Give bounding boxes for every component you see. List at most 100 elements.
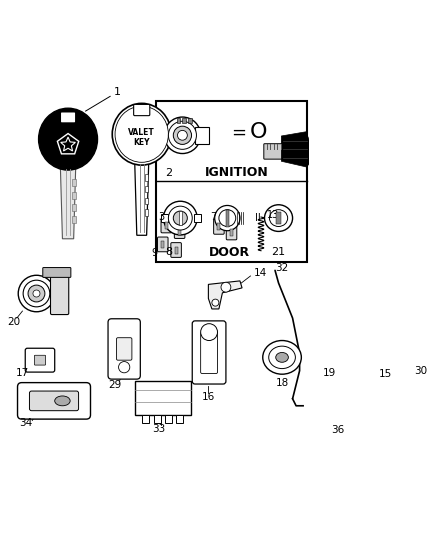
Bar: [230, 229, 233, 236]
Circle shape: [163, 201, 197, 235]
Bar: [178, 228, 181, 235]
Bar: [226, 209, 229, 227]
Circle shape: [168, 206, 192, 230]
Text: 20: 20: [7, 317, 21, 327]
Text: 3: 3: [158, 212, 164, 222]
Bar: [154, 415, 161, 423]
Text: 18: 18: [276, 377, 289, 387]
Text: 33: 33: [152, 424, 166, 434]
Bar: [341, 409, 350, 422]
Text: 8: 8: [165, 247, 172, 257]
Text: 2: 2: [165, 168, 172, 178]
Circle shape: [173, 126, 191, 144]
Circle shape: [177, 131, 187, 140]
Circle shape: [28, 285, 45, 302]
Text: 29: 29: [109, 381, 122, 391]
Ellipse shape: [269, 209, 288, 227]
Bar: [145, 209, 148, 216]
Circle shape: [164, 117, 201, 154]
Bar: [161, 241, 164, 248]
Circle shape: [168, 121, 197, 149]
Text: 32: 32: [276, 263, 289, 272]
Circle shape: [23, 280, 50, 307]
Bar: [188, 118, 191, 123]
Bar: [195, 127, 209, 144]
Bar: [71, 179, 76, 186]
Ellipse shape: [115, 106, 168, 163]
FancyBboxPatch shape: [174, 224, 185, 238]
FancyBboxPatch shape: [34, 356, 46, 365]
FancyBboxPatch shape: [61, 112, 75, 122]
Text: 9: 9: [151, 248, 157, 258]
FancyBboxPatch shape: [158, 237, 168, 252]
Text: 14: 14: [254, 268, 267, 278]
Circle shape: [407, 335, 435, 363]
Bar: [276, 213, 281, 224]
Circle shape: [219, 209, 236, 227]
Bar: [71, 192, 76, 199]
Ellipse shape: [55, 396, 70, 406]
Bar: [145, 198, 148, 204]
FancyBboxPatch shape: [192, 321, 226, 384]
Circle shape: [414, 342, 428, 356]
Bar: [145, 186, 148, 192]
Bar: [176, 415, 183, 423]
Bar: [161, 214, 168, 222]
Polygon shape: [135, 161, 149, 235]
Bar: [327, 409, 336, 422]
Ellipse shape: [39, 108, 98, 170]
FancyBboxPatch shape: [161, 218, 172, 233]
Ellipse shape: [263, 341, 301, 374]
Text: 36: 36: [332, 425, 345, 435]
Bar: [177, 118, 180, 123]
FancyBboxPatch shape: [134, 104, 150, 116]
FancyBboxPatch shape: [18, 383, 91, 419]
FancyBboxPatch shape: [29, 391, 78, 411]
Polygon shape: [281, 132, 316, 167]
Circle shape: [212, 299, 219, 306]
Ellipse shape: [265, 205, 293, 231]
Circle shape: [215, 205, 240, 231]
Circle shape: [18, 275, 55, 312]
FancyBboxPatch shape: [108, 319, 140, 379]
Bar: [135, 381, 191, 415]
Bar: [218, 223, 220, 230]
Text: IGNITION: IGNITION: [205, 166, 268, 179]
Text: O: O: [250, 123, 267, 142]
Circle shape: [221, 282, 231, 292]
Circle shape: [33, 290, 40, 297]
Text: 19: 19: [323, 368, 336, 378]
Bar: [175, 246, 177, 254]
Ellipse shape: [269, 346, 295, 369]
Text: 16: 16: [202, 392, 215, 402]
Polygon shape: [60, 165, 76, 239]
FancyBboxPatch shape: [117, 338, 132, 360]
Circle shape: [331, 392, 345, 407]
Text: VALET
KEY: VALET KEY: [128, 128, 155, 147]
FancyBboxPatch shape: [264, 144, 285, 159]
FancyBboxPatch shape: [226, 225, 237, 240]
FancyBboxPatch shape: [50, 272, 69, 314]
Text: DOOR: DOOR: [209, 246, 250, 259]
Ellipse shape: [112, 103, 171, 165]
FancyBboxPatch shape: [25, 348, 55, 372]
FancyBboxPatch shape: [201, 332, 218, 374]
Bar: [142, 415, 149, 423]
FancyBboxPatch shape: [171, 243, 181, 257]
Text: 17: 17: [16, 368, 29, 378]
Bar: [182, 118, 186, 123]
Bar: [71, 216, 76, 223]
Text: 1: 1: [114, 87, 120, 97]
Ellipse shape: [276, 352, 288, 362]
Bar: [156, 101, 307, 262]
Text: 7: 7: [210, 212, 216, 222]
FancyBboxPatch shape: [214, 220, 224, 234]
Bar: [179, 211, 182, 225]
Bar: [165, 415, 172, 423]
Bar: [165, 222, 168, 229]
Text: 21: 21: [272, 247, 286, 257]
Text: =: =: [231, 124, 246, 141]
Text: 13: 13: [267, 210, 279, 220]
Circle shape: [173, 211, 187, 225]
Text: 34: 34: [19, 418, 32, 429]
